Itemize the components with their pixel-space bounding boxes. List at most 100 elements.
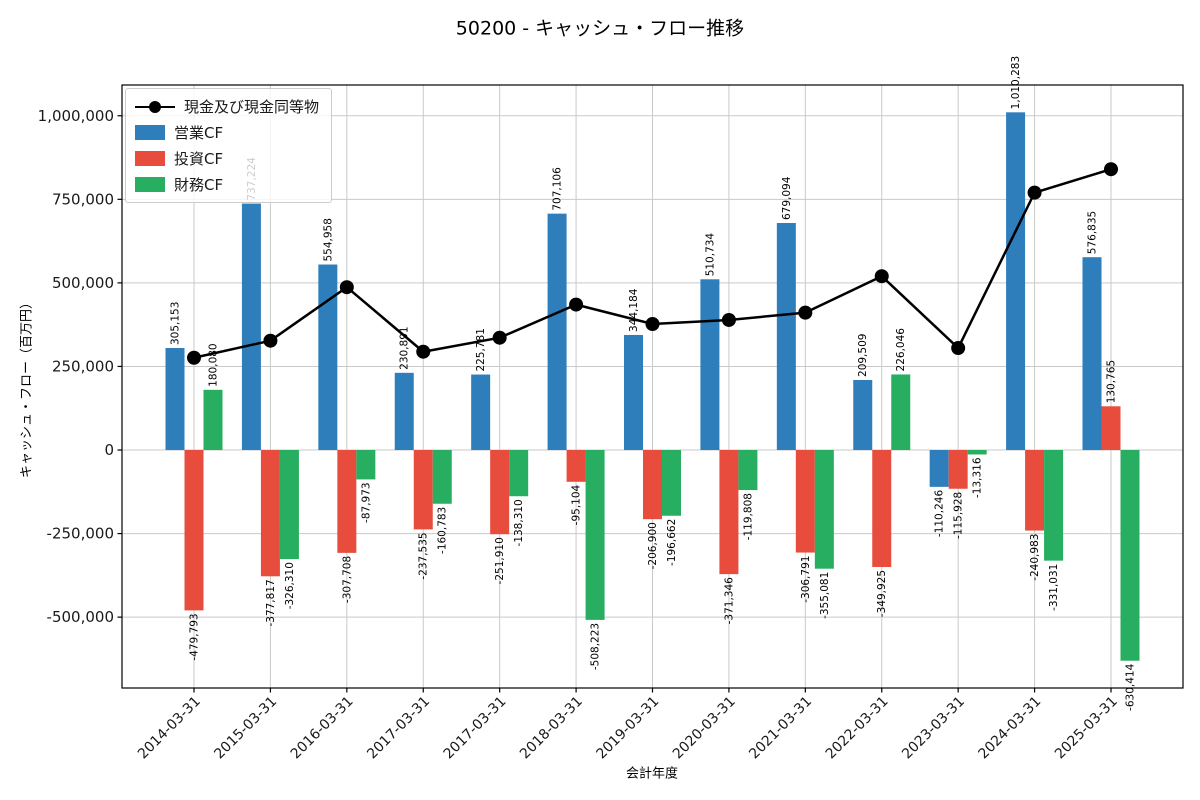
bar-value-label: 576,835	[1087, 211, 1099, 254]
x-tick-label: 2017-03-31	[364, 694, 433, 763]
cash-line-marker	[416, 344, 431, 359]
bar-investing-10	[948, 450, 968, 489]
x-tick-label: 2020-03-31	[670, 694, 739, 763]
bar-value-label: 707,106	[552, 167, 564, 211]
bar-investing-8	[795, 450, 815, 553]
x-tick-label: 2014-03-31	[135, 694, 204, 763]
legend-label-cash: 現金及び現金同等物	[184, 98, 320, 116]
bar-value-label: -377,817	[265, 579, 277, 626]
bar-investing-1	[260, 450, 280, 577]
bar-value-label: 1,010,283	[1010, 56, 1022, 109]
bar-financing-4	[509, 450, 529, 497]
bar-financing-8	[814, 450, 834, 569]
bar-value-label: -206,900	[647, 522, 659, 569]
bar-value-label: -349,925	[876, 570, 888, 617]
bar-financing-2	[356, 450, 376, 480]
bar-value-label: -371,346	[723, 577, 735, 625]
bar-value-label: -479,793	[189, 613, 201, 660]
bar-financing-11	[1044, 450, 1064, 561]
bar-investing-6	[643, 450, 662, 520]
bar-financing-3	[432, 450, 452, 504]
bar-financing-6	[662, 450, 681, 516]
chart-legend: 現金及び現金同等物 営業CF 投資CF 財務CF	[125, 88, 333, 203]
bar-value-label: -87,973	[360, 482, 372, 523]
bar-investing-2	[337, 450, 357, 553]
bar-financing-5	[585, 450, 605, 620]
bar-financing-1	[279, 450, 299, 560]
bar-value-label: 679,094	[781, 176, 793, 220]
legend-item-cash: 現金及び現金同等物	[135, 96, 319, 117]
cash-line-marker	[569, 297, 584, 312]
bar-investing-3	[413, 450, 433, 530]
financing-swatch-icon	[135, 177, 165, 192]
bar-value-label: 130,765	[1106, 360, 1118, 403]
bar-operating-5	[547, 213, 567, 451]
bar-financing-12	[1120, 450, 1140, 661]
x-axis-label: 会計年度	[625, 766, 679, 782]
bar-value-label: 510,734	[704, 233, 716, 277]
bar-investing-9	[872, 450, 892, 567]
x-tick-label: 2023-03-31	[899, 694, 968, 763]
bar-value-label: -196,662	[666, 519, 678, 566]
y-tick-label: -500,000	[47, 608, 114, 626]
y-tick-label: 250,000	[52, 357, 114, 375]
bar-value-label: -95,104	[571, 484, 583, 525]
cash-line-marker	[339, 280, 354, 295]
cash-line-marker	[263, 333, 278, 348]
legend-item-investing: 投資CF	[135, 148, 319, 169]
line-marker-sample-icon	[135, 100, 175, 114]
bar-value-label: -13,316	[972, 457, 984, 498]
cash-line-marker	[951, 341, 966, 356]
legend-label-operating: 営業CF	[174, 124, 224, 142]
x-tick-label: 2021-03-31	[746, 694, 815, 763]
cash-line-marker	[721, 312, 736, 327]
bar-value-label: 225,781	[475, 328, 487, 371]
bar-operating-8	[776, 223, 796, 451]
bar-value-label: -630,414	[1125, 663, 1137, 711]
bar-value-label: 344,184	[628, 288, 640, 332]
legend-label-investing: 投資CF	[174, 150, 224, 168]
investing-swatch-icon	[135, 151, 165, 166]
bar-value-label: -355,081	[819, 572, 831, 619]
x-tick-label: 2024-03-31	[976, 694, 1045, 763]
bar-value-label: -138,310	[513, 499, 525, 546]
bar-operating-3	[394, 372, 414, 451]
bar-value-label: 554,958	[322, 218, 334, 261]
chart-title: 50200 - キャッシュ・フロー推移	[455, 17, 745, 40]
legend-item-operating: 営業CF	[135, 122, 319, 143]
y-tick-label: 0	[104, 441, 114, 459]
bar-operating-12	[1082, 257, 1102, 451]
bar-value-label: -115,928	[953, 492, 965, 539]
bar-investing-5	[566, 450, 586, 482]
x-tick-label: 2015-03-31	[211, 694, 280, 763]
legend-label-financing: 財務CF	[174, 176, 224, 194]
x-tick-label: 2025-03-31	[1052, 694, 1121, 763]
bar-financing-9	[891, 374, 911, 451]
bar-investing-7	[719, 450, 739, 575]
bar-value-label: -251,910	[494, 537, 506, 584]
bar-investing-4	[490, 450, 510, 535]
bar-operating-6	[624, 334, 643, 451]
bar-value-label: -237,535	[418, 532, 430, 579]
bar-financing-10	[967, 450, 987, 455]
cash-line-marker	[492, 330, 507, 345]
bar-operating-7	[700, 279, 720, 451]
x-tick-label: 2022-03-31	[823, 694, 892, 763]
bar-value-label: -326,310	[284, 562, 296, 609]
cash-line-marker	[798, 305, 813, 320]
bar-investing-0	[184, 450, 204, 611]
y-tick-label: -250,000	[47, 525, 114, 543]
bar-investing-11	[1025, 450, 1045, 531]
bar-investing-12	[1101, 406, 1121, 451]
cash-line-marker	[187, 350, 201, 365]
bar-value-label: 180,080	[208, 343, 220, 386]
y-tick-label: 1,000,000	[38, 107, 114, 125]
bar-operating-0	[165, 348, 185, 451]
bar-operating-10	[929, 450, 949, 487]
cash-line-marker	[1104, 162, 1118, 177]
y-axis-label: キャッシュ・フロー（百万円）	[19, 295, 35, 479]
y-tick-label: 500,000	[52, 274, 114, 292]
cash-line-marker	[874, 269, 889, 284]
bar-value-label: -110,246	[934, 490, 946, 538]
bar-value-label: 226,046	[895, 328, 907, 372]
